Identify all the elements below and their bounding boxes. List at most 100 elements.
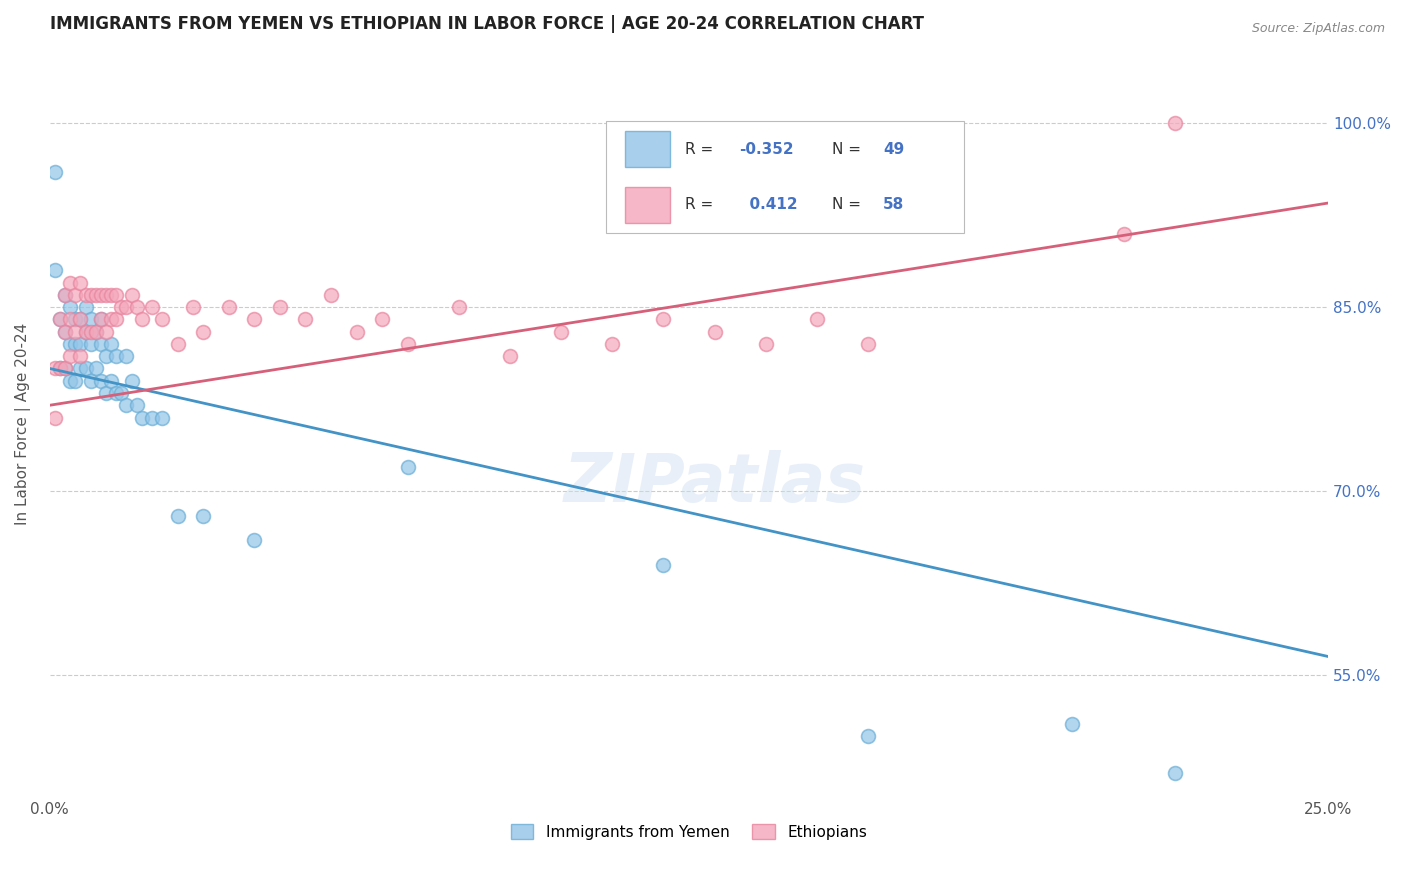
Point — [100, 374, 122, 388]
Point — [65, 312, 87, 326]
Point — [396, 459, 419, 474]
Point — [69, 361, 91, 376]
Point — [191, 508, 214, 523]
Point — [396, 337, 419, 351]
Point — [1062, 717, 1084, 731]
Point — [105, 312, 128, 326]
Point — [346, 325, 368, 339]
Point — [166, 337, 188, 351]
Text: 0.412: 0.412 — [738, 197, 797, 212]
Point — [125, 398, 148, 412]
Point — [53, 325, 76, 339]
Point — [53, 361, 76, 376]
Point — [243, 312, 266, 326]
Point — [44, 165, 66, 179]
Point — [59, 300, 82, 314]
Point — [69, 312, 91, 326]
Text: R =: R = — [685, 142, 718, 157]
Point — [218, 300, 240, 314]
Point — [75, 300, 97, 314]
Point — [69, 312, 91, 326]
Point — [90, 312, 112, 326]
Point — [150, 312, 173, 326]
Point — [294, 312, 316, 326]
Text: IMMIGRANTS FROM YEMEN VS ETHIOPIAN IN LABOR FORCE | AGE 20-24 CORRELATION CHART: IMMIGRANTS FROM YEMEN VS ETHIOPIAN IN LA… — [49, 15, 924, 33]
Point — [94, 288, 117, 302]
Point — [84, 325, 107, 339]
Point — [69, 276, 91, 290]
Point — [150, 410, 173, 425]
Point — [105, 349, 128, 363]
Point — [59, 276, 82, 290]
Point — [600, 337, 623, 351]
Point — [49, 312, 72, 326]
Point — [59, 337, 82, 351]
Point — [75, 325, 97, 339]
Point — [59, 312, 82, 326]
Point — [1164, 766, 1187, 780]
Point — [652, 312, 675, 326]
Bar — [626, 131, 669, 167]
Point — [84, 361, 107, 376]
Point — [115, 300, 138, 314]
Point — [131, 410, 153, 425]
Point — [1112, 227, 1135, 241]
Point — [79, 325, 101, 339]
Point — [110, 300, 132, 314]
Point — [59, 374, 82, 388]
Point — [856, 337, 879, 351]
FancyBboxPatch shape — [606, 120, 963, 233]
Point — [100, 312, 122, 326]
Point — [125, 300, 148, 314]
Point — [79, 374, 101, 388]
Point — [181, 300, 204, 314]
Point — [90, 312, 112, 326]
Point — [53, 288, 76, 302]
Point — [84, 288, 107, 302]
Point — [806, 312, 828, 326]
Point — [115, 398, 138, 412]
Point — [94, 349, 117, 363]
Point — [69, 337, 91, 351]
Point — [90, 337, 112, 351]
Point — [166, 508, 188, 523]
Text: 49: 49 — [883, 142, 904, 157]
Text: ZIPatlas: ZIPatlas — [564, 450, 866, 516]
Point — [49, 312, 72, 326]
Point — [79, 312, 101, 326]
Point — [90, 288, 112, 302]
Point — [65, 325, 87, 339]
Point — [69, 349, 91, 363]
Point — [84, 325, 107, 339]
Point — [44, 361, 66, 376]
Point — [447, 300, 470, 314]
Point — [191, 325, 214, 339]
Text: 58: 58 — [883, 197, 904, 212]
Point — [371, 312, 394, 326]
Text: -0.352: -0.352 — [738, 142, 793, 157]
Point — [75, 325, 97, 339]
Point — [100, 337, 122, 351]
Point — [110, 386, 132, 401]
Point — [141, 300, 163, 314]
Point — [49, 361, 72, 376]
Text: Source: ZipAtlas.com: Source: ZipAtlas.com — [1251, 22, 1385, 36]
Point — [115, 349, 138, 363]
Point — [53, 325, 76, 339]
Legend: Immigrants from Yemen, Ethiopians: Immigrants from Yemen, Ethiopians — [505, 818, 873, 846]
Point — [90, 374, 112, 388]
Point — [49, 361, 72, 376]
Point — [319, 288, 342, 302]
Y-axis label: In Labor Force | Age 20-24: In Labor Force | Age 20-24 — [15, 323, 31, 524]
Point — [75, 288, 97, 302]
Point — [94, 325, 117, 339]
Point — [121, 288, 143, 302]
Point — [652, 558, 675, 572]
Point — [79, 288, 101, 302]
Point — [65, 374, 87, 388]
Point — [59, 349, 82, 363]
Text: N =: N = — [832, 197, 866, 212]
Point — [499, 349, 522, 363]
Point — [703, 325, 725, 339]
Point — [65, 337, 87, 351]
